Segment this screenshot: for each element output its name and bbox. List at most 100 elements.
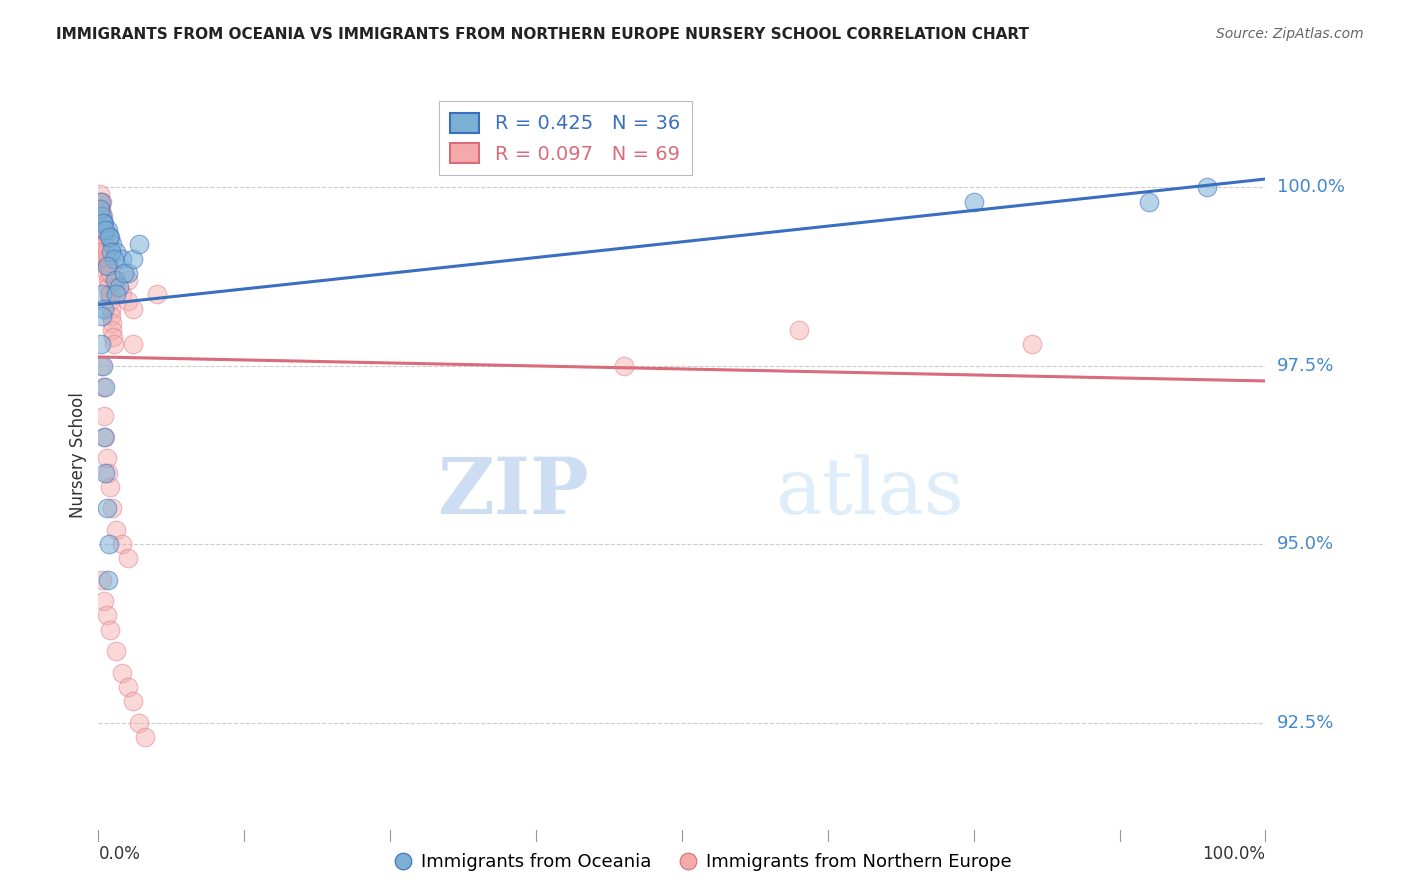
- Point: [97, 466, 120, 480]
- Point: [96, 451, 118, 466]
- Point: [1197, 180, 1219, 194]
- Point: [94, 252, 117, 266]
- Point: [122, 694, 145, 708]
- Point: [111, 287, 134, 301]
- Point: [98, 287, 121, 301]
- Text: 97.5%: 97.5%: [1277, 357, 1334, 375]
- Point: [94, 223, 117, 237]
- Legend: Immigrants from Oceania, Immigrants from Northern Europe: Immigrants from Oceania, Immigrants from…: [387, 847, 1019, 879]
- Point: [98, 623, 121, 637]
- Point: [97, 223, 120, 237]
- Point: [91, 223, 114, 237]
- Point: [91, 223, 114, 237]
- Point: [100, 244, 122, 259]
- Point: [94, 244, 117, 259]
- Point: [97, 230, 120, 244]
- Point: [93, 301, 115, 316]
- Point: [89, 202, 111, 216]
- Point: [93, 230, 115, 244]
- Point: [90, 216, 112, 230]
- Point: [101, 237, 124, 252]
- Point: [101, 316, 124, 330]
- Point: [128, 715, 150, 730]
- Point: [90, 573, 112, 587]
- Point: [96, 244, 118, 259]
- Point: [89, 187, 111, 202]
- Point: [96, 608, 118, 623]
- Point: [94, 252, 117, 266]
- Point: [96, 266, 118, 280]
- Point: [98, 230, 121, 244]
- Point: [90, 209, 112, 223]
- Point: [93, 237, 115, 252]
- Point: [104, 244, 127, 259]
- Y-axis label: Nursery School: Nursery School: [69, 392, 87, 518]
- Point: [90, 359, 112, 373]
- Point: [98, 294, 121, 309]
- Point: [94, 430, 117, 444]
- Point: [100, 309, 122, 323]
- Text: ZIP: ZIP: [437, 454, 589, 531]
- Point: [1137, 194, 1160, 209]
- Text: 100.0%: 100.0%: [1202, 845, 1265, 863]
- Point: [93, 216, 115, 230]
- Point: [104, 273, 127, 287]
- Text: IMMIGRANTS FROM OCEANIA VS IMMIGRANTS FROM NORTHERN EUROPE NURSERY SCHOOL CORREL: IMMIGRANTS FROM OCEANIA VS IMMIGRANTS FR…: [56, 27, 1029, 42]
- Point: [97, 259, 120, 273]
- Point: [94, 237, 117, 252]
- Point: [90, 209, 112, 223]
- Point: [91, 209, 114, 223]
- Point: [91, 359, 114, 373]
- Point: [134, 730, 156, 744]
- Point: [101, 330, 124, 344]
- Point: [97, 280, 120, 294]
- Point: [97, 252, 120, 266]
- Point: [89, 202, 111, 216]
- Point: [90, 337, 112, 351]
- Text: atlas: atlas: [775, 455, 965, 530]
- Point: [122, 301, 145, 316]
- Text: 92.5%: 92.5%: [1277, 714, 1334, 731]
- Point: [93, 594, 115, 608]
- Point: [117, 294, 139, 309]
- Point: [787, 323, 810, 337]
- Point: [117, 680, 139, 694]
- Point: [93, 230, 115, 244]
- Point: [122, 252, 145, 266]
- Point: [90, 216, 112, 230]
- Point: [96, 259, 118, 273]
- Point: [97, 537, 120, 551]
- Point: [96, 259, 118, 273]
- Point: [101, 501, 124, 516]
- Point: [111, 252, 134, 266]
- Point: [146, 287, 169, 301]
- Text: 0.0%: 0.0%: [98, 845, 141, 863]
- Point: [90, 244, 112, 259]
- Point: [108, 280, 131, 294]
- Point: [100, 301, 122, 316]
- Point: [98, 266, 121, 280]
- Point: [122, 337, 145, 351]
- Point: [90, 194, 112, 209]
- Point: [97, 273, 120, 287]
- Point: [94, 466, 117, 480]
- Point: [111, 665, 134, 680]
- Point: [111, 537, 134, 551]
- Point: [93, 430, 115, 444]
- Point: [104, 523, 127, 537]
- Point: [1021, 337, 1043, 351]
- Point: [89, 194, 111, 209]
- Point: [90, 209, 112, 223]
- Point: [117, 551, 139, 566]
- Point: [90, 309, 112, 323]
- Point: [101, 323, 124, 337]
- Point: [112, 266, 135, 280]
- Point: [98, 480, 121, 494]
- Point: [94, 380, 117, 394]
- Point: [93, 409, 115, 423]
- Point: [103, 252, 125, 266]
- Point: [962, 194, 984, 209]
- Point: [90, 194, 112, 209]
- Point: [91, 380, 114, 394]
- Point: [612, 359, 634, 373]
